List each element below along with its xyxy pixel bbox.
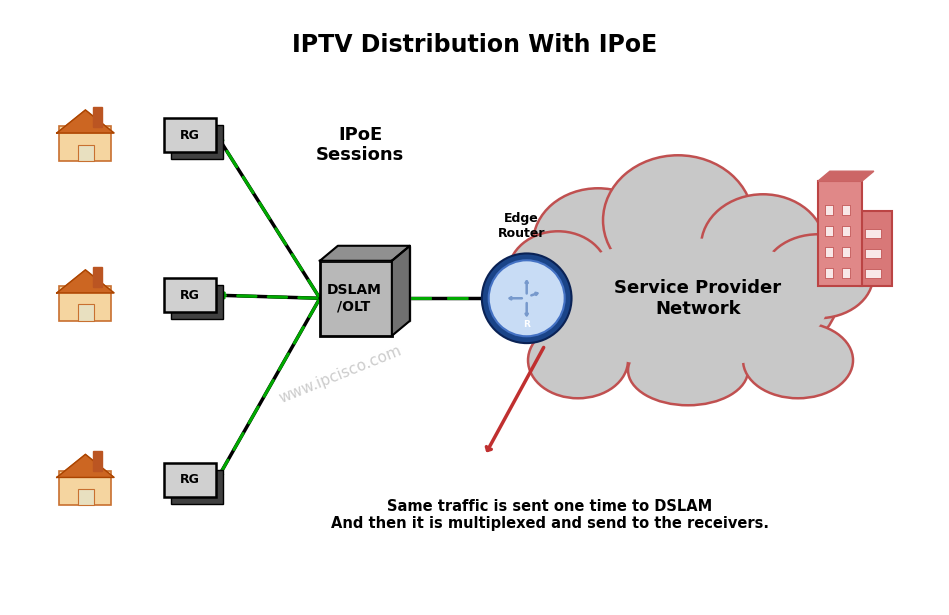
- Ellipse shape: [538, 218, 838, 378]
- Polygon shape: [93, 107, 102, 127]
- Ellipse shape: [528, 322, 628, 399]
- Ellipse shape: [603, 155, 753, 285]
- FancyBboxPatch shape: [842, 205, 850, 215]
- Polygon shape: [57, 454, 114, 477]
- Text: RG: RG: [180, 288, 199, 302]
- Ellipse shape: [743, 322, 853, 399]
- FancyBboxPatch shape: [860, 211, 892, 286]
- Text: Service Provider
Network: Service Provider Network: [614, 279, 782, 318]
- Circle shape: [482, 253, 571, 343]
- Polygon shape: [57, 270, 114, 293]
- FancyBboxPatch shape: [78, 489, 94, 505]
- Ellipse shape: [508, 231, 608, 315]
- Polygon shape: [338, 246, 410, 321]
- FancyBboxPatch shape: [865, 229, 881, 238]
- FancyBboxPatch shape: [825, 205, 833, 215]
- Circle shape: [489, 260, 565, 336]
- Text: R: R: [523, 320, 530, 328]
- Text: www.ipcisco.com: www.ipcisco.com: [276, 344, 403, 407]
- Polygon shape: [93, 267, 102, 287]
- Ellipse shape: [628, 335, 748, 405]
- Text: Edge
Router: Edge Router: [498, 212, 546, 240]
- Ellipse shape: [763, 234, 873, 319]
- FancyBboxPatch shape: [60, 470, 111, 505]
- Polygon shape: [320, 246, 410, 261]
- Polygon shape: [392, 246, 410, 336]
- FancyBboxPatch shape: [842, 226, 850, 236]
- Text: RG: RG: [180, 473, 199, 486]
- FancyBboxPatch shape: [825, 247, 833, 257]
- FancyBboxPatch shape: [78, 304, 94, 320]
- FancyBboxPatch shape: [320, 261, 392, 336]
- Polygon shape: [818, 171, 874, 181]
- FancyBboxPatch shape: [60, 126, 111, 161]
- Ellipse shape: [701, 194, 825, 298]
- FancyBboxPatch shape: [818, 181, 862, 286]
- FancyBboxPatch shape: [171, 470, 223, 504]
- FancyBboxPatch shape: [842, 268, 850, 278]
- Text: DSLAM
/OLT: DSLAM /OLT: [326, 283, 381, 314]
- FancyBboxPatch shape: [164, 462, 215, 497]
- FancyBboxPatch shape: [842, 247, 850, 257]
- Polygon shape: [57, 110, 114, 133]
- Text: IPoE
Sessions: IPoE Sessions: [316, 125, 404, 164]
- Text: Same traffic is sent one time to DSLAM
And then it is multiplexed and send to th: Same traffic is sent one time to DSLAM A…: [331, 499, 769, 531]
- FancyBboxPatch shape: [865, 269, 881, 278]
- Polygon shape: [93, 451, 102, 472]
- FancyBboxPatch shape: [171, 125, 223, 159]
- FancyBboxPatch shape: [60, 286, 111, 320]
- FancyBboxPatch shape: [164, 278, 215, 312]
- Ellipse shape: [533, 188, 663, 298]
- FancyBboxPatch shape: [825, 226, 833, 236]
- Text: RG: RG: [180, 129, 199, 142]
- FancyBboxPatch shape: [164, 118, 215, 153]
- FancyBboxPatch shape: [865, 249, 881, 258]
- Ellipse shape: [548, 238, 828, 368]
- FancyBboxPatch shape: [78, 145, 94, 161]
- FancyBboxPatch shape: [825, 268, 833, 278]
- Text: IPTV Distribution With IPoE: IPTV Distribution With IPoE: [292, 33, 658, 57]
- FancyBboxPatch shape: [171, 285, 223, 319]
